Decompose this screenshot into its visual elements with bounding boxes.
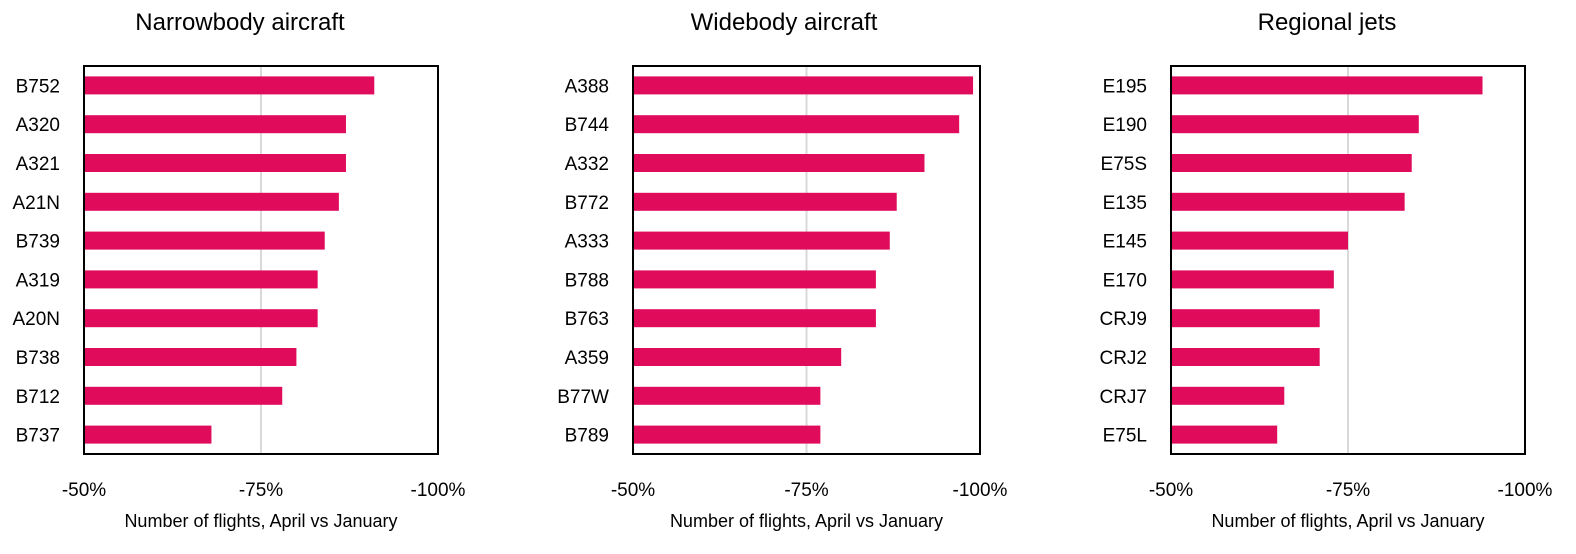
bar [84, 154, 346, 172]
bar [633, 154, 925, 172]
bar [633, 115, 960, 134]
bar [1171, 115, 1419, 134]
category-label: A388 [565, 76, 609, 97]
bar [1171, 192, 1405, 211]
bar [1171, 270, 1334, 289]
x-tick-label: -50% [1149, 480, 1193, 501]
plot-frame [1170, 65, 1526, 455]
bar [633, 231, 890, 250]
chart-panel-1: Narrowbody aircraft B752 A320 A321 A21N B739 A… [12, 9, 465, 531]
bar [84, 76, 375, 95]
category-label: B752 [16, 76, 60, 97]
bar [633, 76, 974, 95]
category-label: B789 [565, 426, 609, 447]
category-label: B737 [16, 426, 60, 447]
category-label: B788 [565, 270, 609, 291]
category-label: B763 [565, 309, 609, 330]
plot-frame [83, 65, 439, 455]
x-tick-label: -75% [1326, 480, 1370, 501]
bar [633, 425, 821, 444]
category-label: E170 [1103, 270, 1147, 291]
bar [1171, 154, 1412, 172]
category-label: A332 [565, 154, 609, 175]
chart-panel-3: Regional jets E195 E190 E75S E135 E145 E170 CRJ… [1099, 9, 1552, 531]
bar [84, 425, 212, 444]
bar [633, 192, 897, 211]
bar [1171, 309, 1320, 328]
bar [633, 270, 876, 289]
bar [84, 115, 346, 134]
x-tick-label: -50% [611, 480, 655, 501]
chart-panel-2: Widebody aircraft A388 B744 A332 B772 A333 B78… [557, 9, 1007, 531]
category-label: B712 [16, 387, 60, 408]
bar [84, 192, 339, 211]
category-label: A319 [16, 270, 60, 291]
category-label: B772 [565, 193, 609, 214]
category-label: A333 [565, 232, 609, 253]
bar [1171, 386, 1285, 405]
category-label: E195 [1103, 76, 1147, 97]
x-tick-label: -100% [411, 480, 466, 501]
category-label: A21N [12, 193, 60, 214]
bar [84, 386, 283, 405]
plot-frame [632, 65, 981, 455]
category-label: E145 [1103, 232, 1147, 253]
bar [84, 348, 297, 366]
x-tick-label: -100% [1498, 480, 1553, 501]
bar [1171, 231, 1348, 250]
category-label: B744 [565, 115, 610, 136]
bar [633, 386, 821, 405]
x-tick-label: -100% [953, 480, 1008, 501]
bar [84, 231, 325, 250]
bar [1171, 425, 1278, 444]
x-axis-label: Number of flights, April vs January [1211, 511, 1484, 531]
category-label: E190 [1103, 115, 1147, 136]
category-label: B739 [16, 232, 60, 253]
category-label: CRJ9 [1099, 309, 1147, 330]
x-tick-label: -75% [239, 480, 283, 501]
bar [84, 270, 318, 289]
category-label: E135 [1103, 193, 1147, 214]
category-label: A20N [12, 309, 60, 330]
bar [1171, 348, 1320, 366]
category-label: CRJ7 [1099, 387, 1147, 408]
category-label: E75S [1101, 154, 1147, 175]
bar [633, 309, 876, 328]
chart-title: Narrowbody aircraft [135, 9, 345, 36]
chart-title: Regional jets [1258, 9, 1397, 36]
category-label: E75L [1103, 426, 1147, 447]
category-label: A359 [565, 348, 609, 369]
bar [84, 309, 318, 328]
x-axis-label: Number of flights, April vs January [670, 511, 943, 531]
category-label: B77W [557, 387, 609, 408]
chart-title: Widebody aircraft [691, 9, 878, 36]
category-label: A320 [16, 115, 60, 136]
x-axis-label: Number of flights, April vs January [124, 511, 397, 531]
category-label: CRJ2 [1099, 348, 1147, 369]
bar [1171, 76, 1483, 95]
bar [633, 348, 842, 366]
x-tick-label: -50% [62, 480, 106, 501]
category-label: A321 [16, 154, 60, 175]
x-tick-label: -75% [784, 480, 828, 501]
category-label: B738 [16, 348, 60, 369]
